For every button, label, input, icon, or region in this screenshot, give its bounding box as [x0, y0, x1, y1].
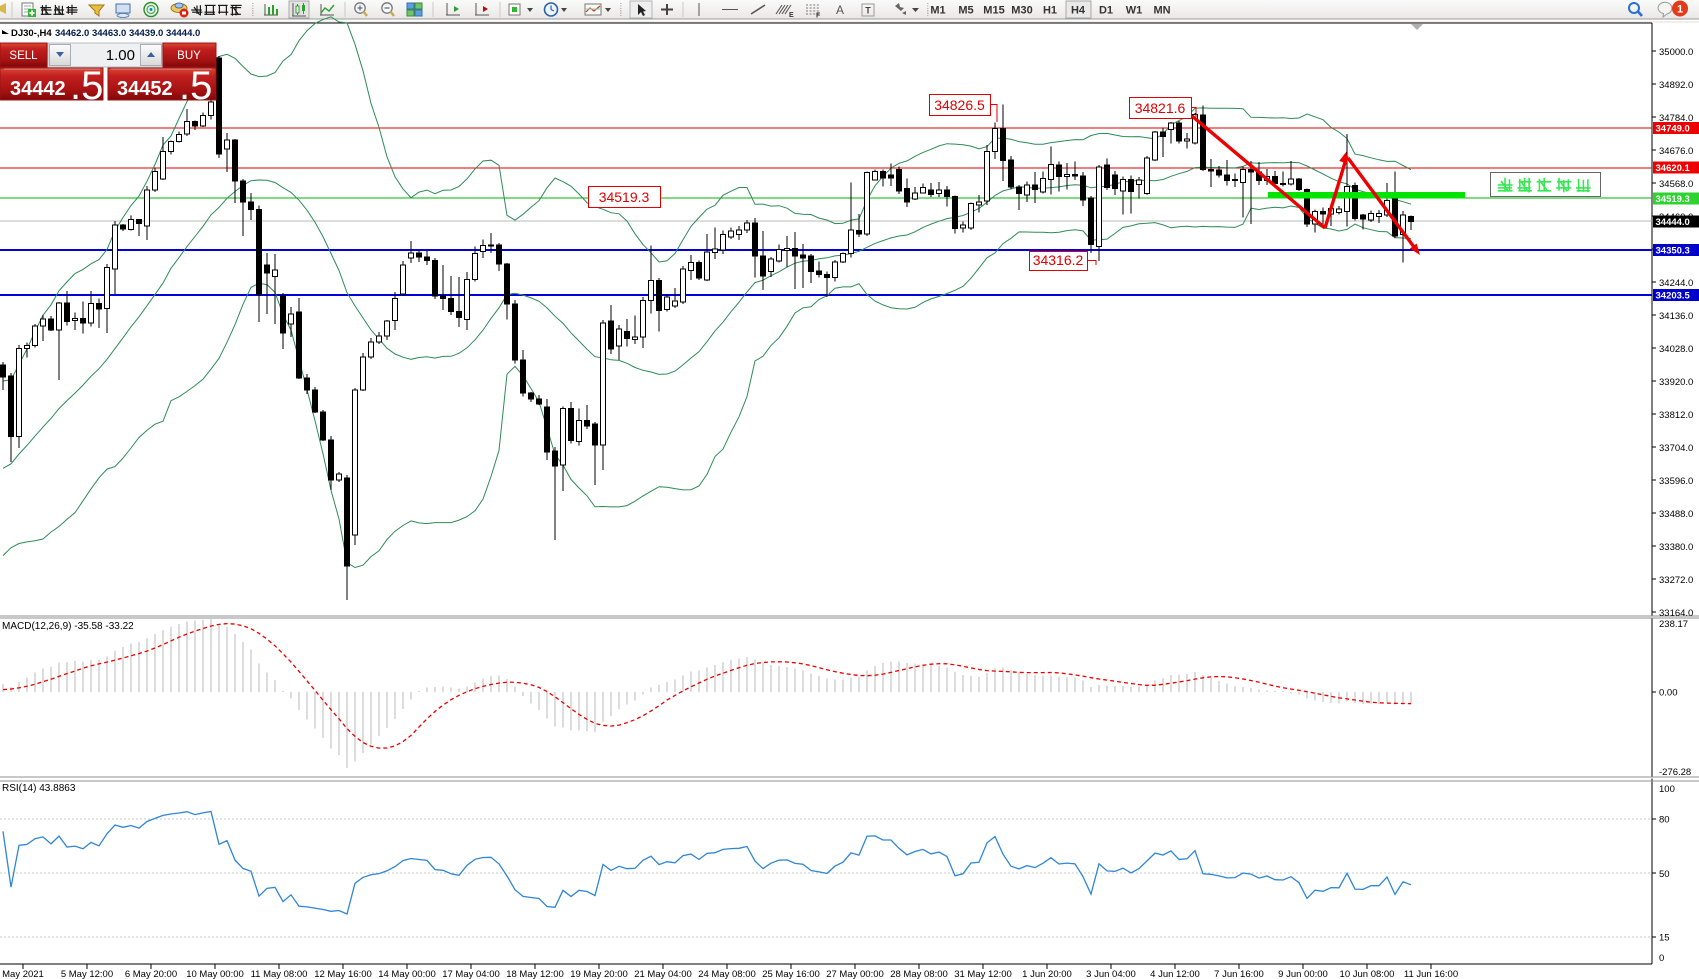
svg-text:34620.1: 34620.1 [1656, 163, 1691, 174]
svg-text:F: F [816, 13, 821, 20]
svg-text:RSI(14) 43.8863: RSI(14) 43.8863 [2, 783, 76, 794]
svg-text:4 Jun 12:00: 4 Jun 12:00 [1150, 969, 1200, 979]
svg-text:T: T [865, 6, 871, 16]
svg-text:MN: MN [1153, 5, 1170, 17]
svg-text:27 May 00:00: 27 May 00:00 [826, 969, 884, 979]
svg-text:3 Jun 04:00: 3 Jun 04:00 [1086, 969, 1136, 979]
svg-text:MACD(12,26,9) -35.58 -33.22: MACD(12,26,9) -35.58 -33.22 [2, 621, 134, 632]
svg-text:9 Jun 00:00: 9 Jun 00:00 [1278, 969, 1328, 979]
svg-text:25 May 16:00: 25 May 16:00 [762, 969, 820, 979]
svg-text:50: 50 [1659, 869, 1670, 880]
svg-text:6 May 20:00: 6 May 20:00 [125, 969, 177, 979]
svg-text:34892.0: 34892.0 [1659, 80, 1693, 91]
svg-text:0: 0 [1659, 953, 1664, 964]
svg-text:17 May 04:00: 17 May 04:00 [442, 969, 500, 979]
svg-text:34826.5: 34826.5 [934, 97, 985, 113]
svg-text:28 May 08:00: 28 May 08:00 [890, 969, 948, 979]
svg-text:24 May 08:00: 24 May 08:00 [698, 969, 756, 979]
svg-text:7 Jun 16:00: 7 Jun 16:00 [1214, 969, 1264, 979]
svg-text:34316.2: 34316.2 [1033, 252, 1084, 268]
svg-text:33920.0: 33920.0 [1659, 377, 1693, 388]
svg-text:1 Jun 20:00: 1 Jun 20:00 [1022, 969, 1072, 979]
svg-text:D1: D1 [1099, 5, 1113, 17]
svg-text:33380.0: 33380.0 [1659, 542, 1693, 553]
svg-text:SELL: SELL [9, 50, 38, 62]
svg-text:34442: 34442 [10, 78, 66, 100]
svg-text:100: 100 [1659, 784, 1675, 795]
svg-text:May 2021: May 2021 [2, 969, 44, 979]
svg-text:34136.0: 34136.0 [1659, 311, 1693, 322]
svg-text:18 May 12:00: 18 May 12:00 [506, 969, 564, 979]
svg-text:-276.28: -276.28 [1659, 767, 1691, 778]
svg-text:34519.3: 34519.3 [599, 189, 650, 205]
svg-text:34350.3: 34350.3 [1656, 245, 1690, 256]
svg-text:M1: M1 [930, 5, 945, 17]
svg-text:11 Jun 16:00: 11 Jun 16:00 [1404, 969, 1458, 979]
svg-text:33596.0: 33596.0 [1659, 476, 1693, 487]
svg-text:34462.0 34463.0 34439.0 34444.: 34462.0 34463.0 34439.0 34444.0 [55, 28, 200, 39]
svg-text:34821.6: 34821.6 [1135, 100, 1186, 116]
svg-text:31 May 12:00: 31 May 12:00 [954, 969, 1012, 979]
svg-text:10 May 00:00: 10 May 00:00 [186, 969, 244, 979]
svg-text:11 May 08:00: 11 May 08:00 [251, 969, 308, 979]
svg-text:15: 15 [1659, 932, 1670, 943]
svg-text:238.17: 238.17 [1659, 619, 1688, 630]
svg-text:H1: H1 [1043, 5, 1057, 17]
svg-text:E: E [789, 12, 794, 19]
svg-text:0.00: 0.00 [1659, 688, 1678, 699]
svg-text:H4: H4 [1071, 5, 1086, 17]
svg-text:A: A [836, 3, 844, 17]
svg-text:1.00: 1.00 [106, 47, 135, 64]
svg-text:33488.0: 33488.0 [1659, 509, 1693, 520]
svg-text:12 May 16:00: 12 May 16:00 [314, 969, 372, 979]
svg-text:M15: M15 [983, 5, 1004, 17]
svg-text:34444.0: 34444.0 [1656, 217, 1690, 228]
svg-text:BUY: BUY [177, 50, 201, 62]
svg-text:34452: 34452 [117, 78, 173, 100]
svg-text:W1: W1 [1126, 5, 1143, 17]
svg-text:DJ30-,H4: DJ30-,H4 [11, 28, 52, 39]
svg-text:19 May 20:00: 19 May 20:00 [570, 969, 628, 979]
svg-text:34568.0: 34568.0 [1659, 179, 1693, 190]
svg-text:33164.0: 33164.0 [1659, 608, 1693, 619]
svg-text:.5: .5 [70, 64, 103, 108]
svg-text:M5: M5 [958, 5, 973, 17]
svg-text:34519.3: 34519.3 [1656, 194, 1690, 205]
svg-text:35000.0: 35000.0 [1659, 47, 1693, 58]
svg-text:80: 80 [1659, 815, 1670, 826]
svg-text:34749.0: 34749.0 [1656, 124, 1690, 135]
svg-text:1: 1 [1677, 4, 1683, 16]
svg-text:10 Jun 08:00: 10 Jun 08:00 [1340, 969, 1395, 979]
svg-text:5 May 12:00: 5 May 12:00 [61, 969, 113, 979]
svg-text:21 May 04:00: 21 May 04:00 [634, 969, 692, 979]
svg-text:M30: M30 [1011, 5, 1032, 17]
svg-text:34028.0: 34028.0 [1659, 344, 1693, 355]
svg-text:14 May 00:00: 14 May 00:00 [378, 969, 436, 979]
svg-text:34676.0: 34676.0 [1659, 146, 1693, 157]
svg-text:34784.0: 34784.0 [1659, 113, 1693, 124]
svg-text:.5: .5 [179, 64, 212, 108]
svg-text:34203.5: 34203.5 [1656, 290, 1691, 301]
svg-text:33812.0: 33812.0 [1659, 410, 1693, 421]
svg-text:33704.0: 33704.0 [1659, 443, 1693, 454]
svg-text:34244.0: 34244.0 [1659, 278, 1693, 289]
svg-text:33272.0: 33272.0 [1659, 575, 1693, 586]
